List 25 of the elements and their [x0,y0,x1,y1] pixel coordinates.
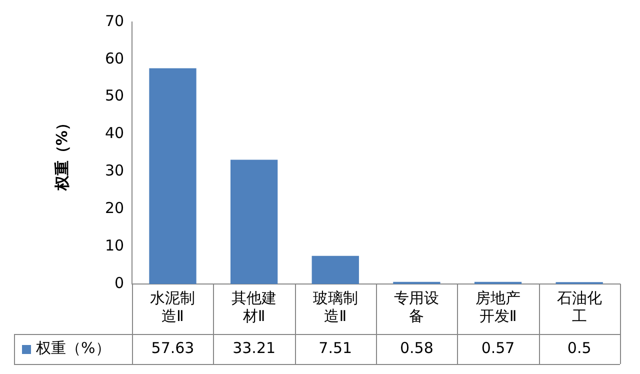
x-tick-label: 专用设备 [394,288,440,325]
y-tick-label: 60 [104,49,124,68]
data-label: 33.21 [232,338,276,357]
bar [312,256,359,284]
y-tick-label: 50 [104,86,124,105]
x-tick-label: 房地产开发Ⅱ [476,288,521,325]
y-tick-label: 40 [104,124,124,142]
bar [149,68,196,284]
y-axis-title: 权重（%） [52,115,71,192]
y-tick-label: 30 [104,162,124,180]
y-tick-label: 70 [104,12,124,30]
data-label: 0.5 [567,338,592,357]
data-label: 7.51 [318,338,352,357]
y-tick-label: 20 [104,199,124,218]
x-tick-label: 玻璃制造Ⅱ [312,288,358,325]
bar [230,160,278,284]
y-tick-label: 0 [114,274,124,292]
x-tick-label: 水泥制造Ⅱ [150,288,196,325]
data-label: 0.57 [481,338,515,357]
x-tick-label: 其他建材Ⅱ [232,288,277,325]
legend-label: 权重（%） [35,338,110,357]
x-tick-label: 石油化工 [556,288,602,325]
y-tick-label: 10 [104,236,124,254]
data-label: 0.58 [400,338,434,357]
data-label: 57.63 [151,338,194,357]
